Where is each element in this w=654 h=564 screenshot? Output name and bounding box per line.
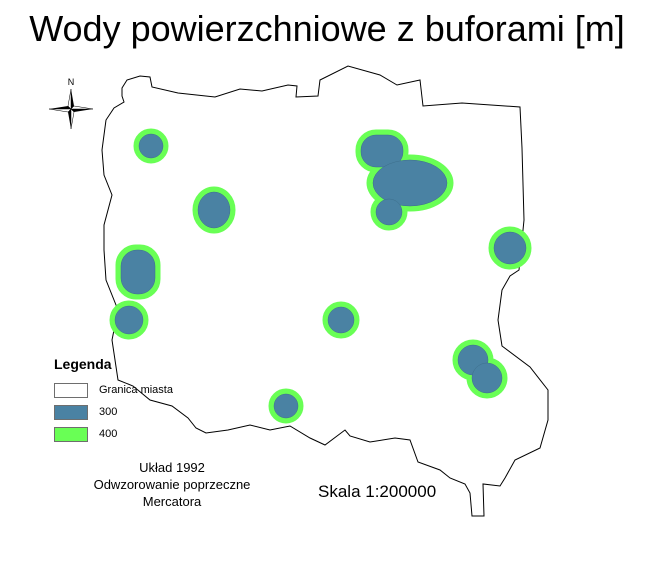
projection-line-1: Układ 1992 [139,460,205,475]
projection-info: Układ 1992 Odwzorowanie poprzeczne Merca… [62,459,282,510]
city-boundary [101,65,549,517]
buffer-300 [360,134,404,168]
buffer-300 [273,393,299,419]
map-title: Wody powierzchniowe z buforami [m] [29,8,625,49]
legend-item-400: 400 [54,426,214,448]
map-legend: Legenda Granica miasta 300 400 [54,356,214,448]
legend-item-boundary: Granica miasta [54,382,214,404]
projection-line-3: Mercatora [142,494,202,509]
legend-swatch-400 [54,427,88,442]
map-scale: Skala 1:200000 [318,482,437,501]
buffer-300 [372,159,448,207]
north-label: N [68,77,75,87]
legend-label: 300 [99,406,118,418]
buffer-300 [493,231,527,265]
buffer-300 [114,305,144,335]
buffer-300 [471,362,503,394]
north-arrow: N [48,77,94,130]
buffer-300 [327,306,355,334]
legend-label: Granica miasta [99,384,173,396]
legend-swatch-boundary [54,383,88,398]
legend-title: Legenda [54,356,112,372]
projection-line-2: Odwzorowanie poprzeczne [93,477,251,492]
legend-swatch-300 [54,405,88,420]
buffer-300 [138,133,164,159]
buffer-300 [197,191,231,229]
buffer-300 [375,198,403,226]
buffer-300-layer [114,133,527,419]
buffer-300 [120,249,156,295]
legend-item-300: 300 [54,404,214,426]
legend-label: 400 [99,428,118,440]
